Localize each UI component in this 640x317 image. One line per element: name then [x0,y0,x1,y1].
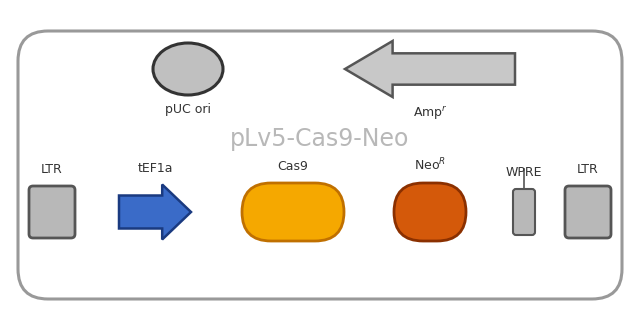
FancyBboxPatch shape [242,183,344,241]
FancyBboxPatch shape [29,186,75,238]
FancyBboxPatch shape [513,189,535,235]
Text: WPRE: WPRE [506,166,542,179]
Text: LTR: LTR [577,163,599,176]
FancyBboxPatch shape [394,183,466,241]
Text: tEF1a: tEF1a [137,161,173,174]
Polygon shape [345,41,515,97]
Text: Amp$^r$: Amp$^r$ [413,105,447,122]
Ellipse shape [153,43,223,95]
Polygon shape [119,184,191,240]
Text: Neo$^R$: Neo$^R$ [414,156,446,173]
Text: pUC ori: pUC ori [165,103,211,116]
Text: Cas9: Cas9 [278,160,308,173]
Text: pLv5-Cas9-Neo: pLv5-Cas9-Neo [230,127,410,151]
Text: LTR: LTR [41,163,63,176]
FancyBboxPatch shape [565,186,611,238]
